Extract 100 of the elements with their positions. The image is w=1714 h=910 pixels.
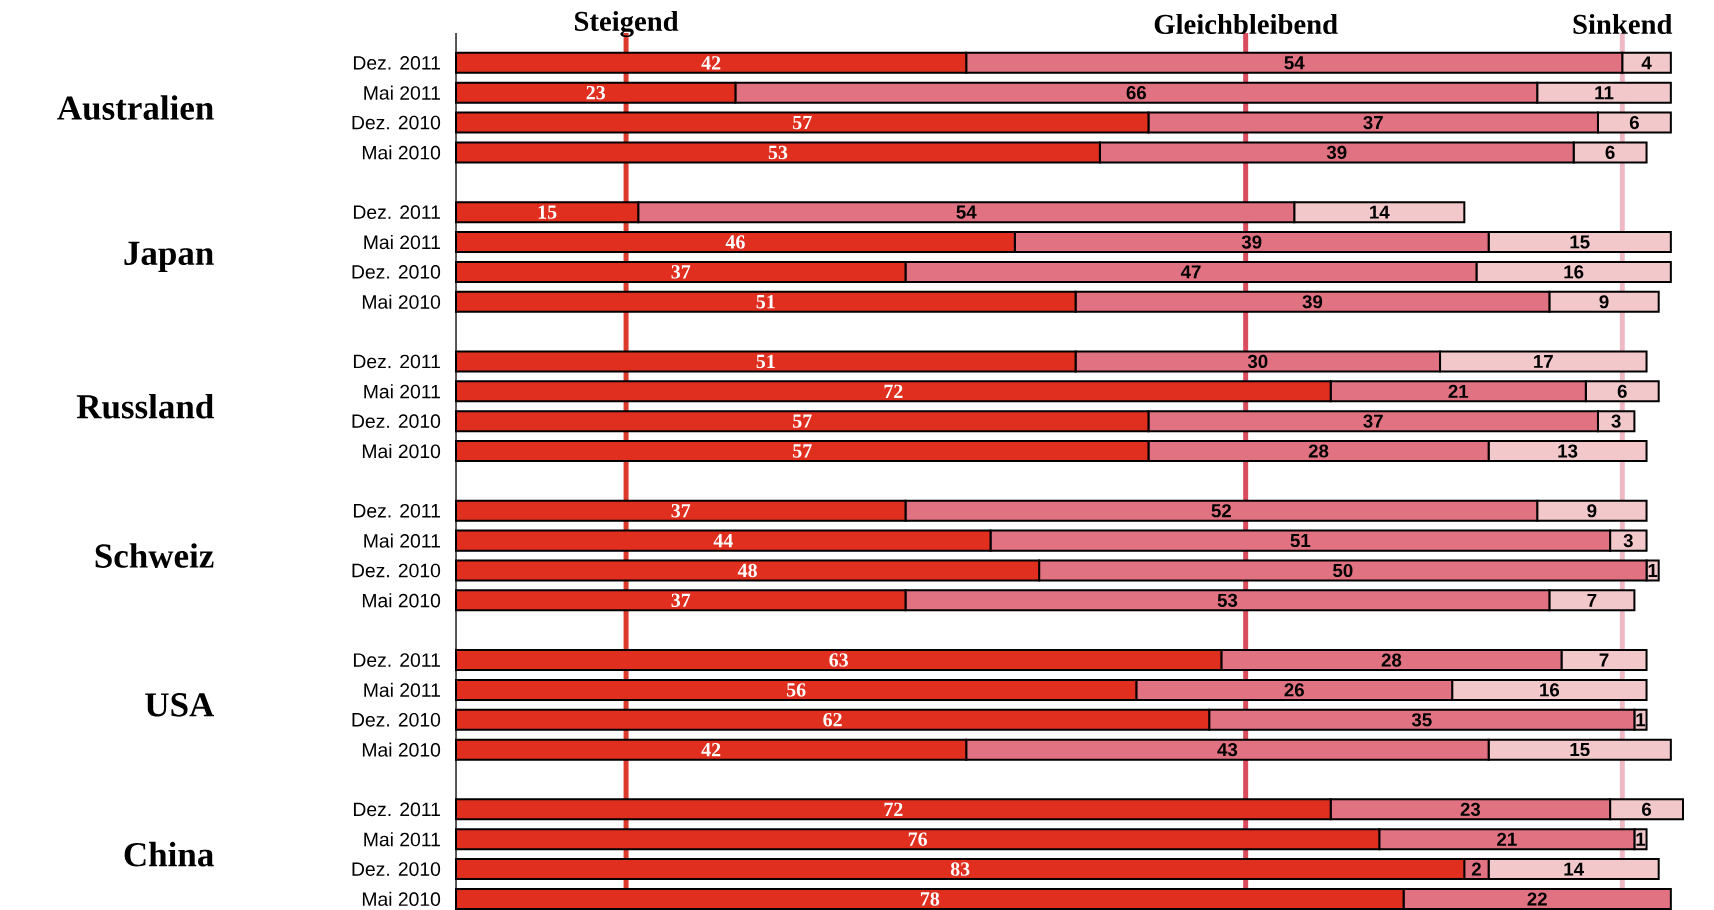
text: China [124, 841, 214, 867]
data-label: 83 [950, 862, 970, 876]
text: Russland [76, 393, 214, 419]
y-tick-label: Mai 2011 [364, 85, 440, 100]
data-label: 72 [884, 384, 903, 398]
data-label: 39 [1241, 235, 1262, 249]
data-label: 63 [829, 653, 848, 667]
y-tick-label: Mai 2011 [364, 384, 440, 399]
data-label: 78 [920, 892, 940, 906]
data-label: 9 [1599, 295, 1609, 309]
data-label: 35 [1411, 713, 1432, 727]
data-label: 6 [1605, 145, 1615, 160]
data-label: 17 [1534, 355, 1553, 368]
data-label: 26 [1284, 683, 1304, 697]
y-tick-label: Mai 2010 [362, 294, 441, 309]
data-label: 44 [713, 534, 733, 548]
data-label: 13 [1558, 444, 1578, 458]
data-label: 42 [701, 742, 721, 757]
data-label: 16 [1540, 683, 1560, 697]
data-label: 6 [1629, 115, 1639, 130]
data-label: 21 [1497, 832, 1517, 846]
data-label: 48 [737, 563, 757, 578]
data-label: 14 [1564, 862, 1584, 876]
data-label: 53 [1217, 593, 1238, 607]
data-label: 16 [1564, 265, 1584, 279]
data-label: 66 [1126, 86, 1147, 100]
data-label: 30 [1247, 354, 1268, 369]
y-tick-label: Mai 2010 [362, 891, 441, 907]
y-tick-label: Dez. 2011 [353, 56, 440, 70]
y-tick-label: Mai 2011 [364, 832, 440, 847]
y-tick-label: Dez. 2010 [352, 265, 441, 279]
data-label: 43 [1217, 743, 1238, 757]
data-label: 76 [908, 832, 928, 846]
y-tick-label: Mai 2010 [362, 742, 441, 757]
data-label: 7 [1599, 653, 1609, 667]
data-label: 57 [793, 115, 812, 130]
data-label: 54 [956, 205, 977, 219]
data-label: 3 [1623, 534, 1633, 548]
data-label: 4 [1641, 56, 1652, 70]
data-label: 15 [1570, 743, 1590, 757]
data-label: 37 [1363, 414, 1383, 428]
data-label: 50 [1333, 563, 1353, 578]
y-tick-label: Mai 2010 [362, 443, 441, 459]
y-tick-label: Mai 2011 [364, 533, 440, 548]
data-label: 14 [1370, 205, 1390, 219]
series-label: Gleichbleibend [1154, 13, 1338, 35]
data-label: 39 [1302, 295, 1323, 309]
y-tick-label: Dez. 2010 [352, 712, 441, 727]
data-label: 37 [1363, 115, 1383, 130]
data-label: 57 [793, 414, 812, 428]
series-label: Sinkend [1573, 13, 1673, 35]
data-label: 28 [1308, 444, 1329, 458]
text: Schweiz [95, 543, 214, 568]
data-label: 11 [1595, 86, 1614, 100]
data-label: 1 [1648, 564, 1658, 577]
y-tick-label: Dez. 2011 [353, 802, 440, 817]
y-tick-label: Mai 2011 [364, 234, 440, 250]
data-label: 46 [725, 235, 745, 249]
data-label: 6 [1617, 384, 1627, 398]
data-label: 51 [756, 295, 775, 309]
data-label: 15 [538, 205, 557, 219]
data-label: 23 [1460, 802, 1481, 816]
data-label: 39 [1326, 145, 1347, 160]
data-label: 6 [1642, 802, 1652, 816]
y-tick-label: Dez. 2010 [352, 414, 441, 429]
data-label: 54 [1284, 56, 1305, 70]
y-tick-label: Dez. 2011 [353, 354, 440, 369]
y-tick-label: Dez. 2010 [352, 115, 441, 130]
y-tick-label: Dez. 2010 [352, 862, 441, 876]
data-label: 52 [1211, 504, 1231, 518]
data-label: 7 [1587, 593, 1597, 607]
y-tick-label: Dez. 2011 [353, 653, 440, 667]
data-label: 72 [884, 802, 903, 816]
y-tick-label: Dez. 2010 [352, 563, 441, 578]
data-label: 15 [1570, 235, 1590, 249]
data-label: 28 [1381, 653, 1402, 667]
text: Japan [124, 241, 214, 273]
data-label: 47 [1180, 265, 1201, 279]
data-label: 42 [701, 56, 721, 70]
data-label: 9 [1587, 504, 1597, 518]
data-label: 37 [671, 265, 691, 279]
data-label: 22 [1527, 892, 1547, 906]
data-label: 56 [786, 683, 806, 697]
data-label: 3 [1611, 414, 1621, 428]
data-label: 21 [1448, 384, 1469, 398]
data-label: 37 [671, 504, 691, 518]
data-label: 57 [793, 444, 812, 458]
series-label: Steigend [575, 10, 679, 38]
data-label: 62 [823, 713, 842, 727]
y-tick-label: Dez. 2011 [353, 205, 440, 220]
data-label: 51 [1290, 534, 1311, 548]
data-label: 2 [1471, 862, 1481, 876]
data-label: 51 [756, 354, 775, 369]
data-label: 23 [586, 85, 606, 100]
text: Australien [57, 95, 214, 120]
data-label: 37 [671, 593, 691, 608]
data-label: 1 [1636, 713, 1646, 727]
y-tick-label: Mai 2010 [362, 593, 441, 608]
y-tick-label: Mai 2010 [362, 145, 441, 160]
y-tick-label: Dez. 2011 [353, 503, 440, 518]
